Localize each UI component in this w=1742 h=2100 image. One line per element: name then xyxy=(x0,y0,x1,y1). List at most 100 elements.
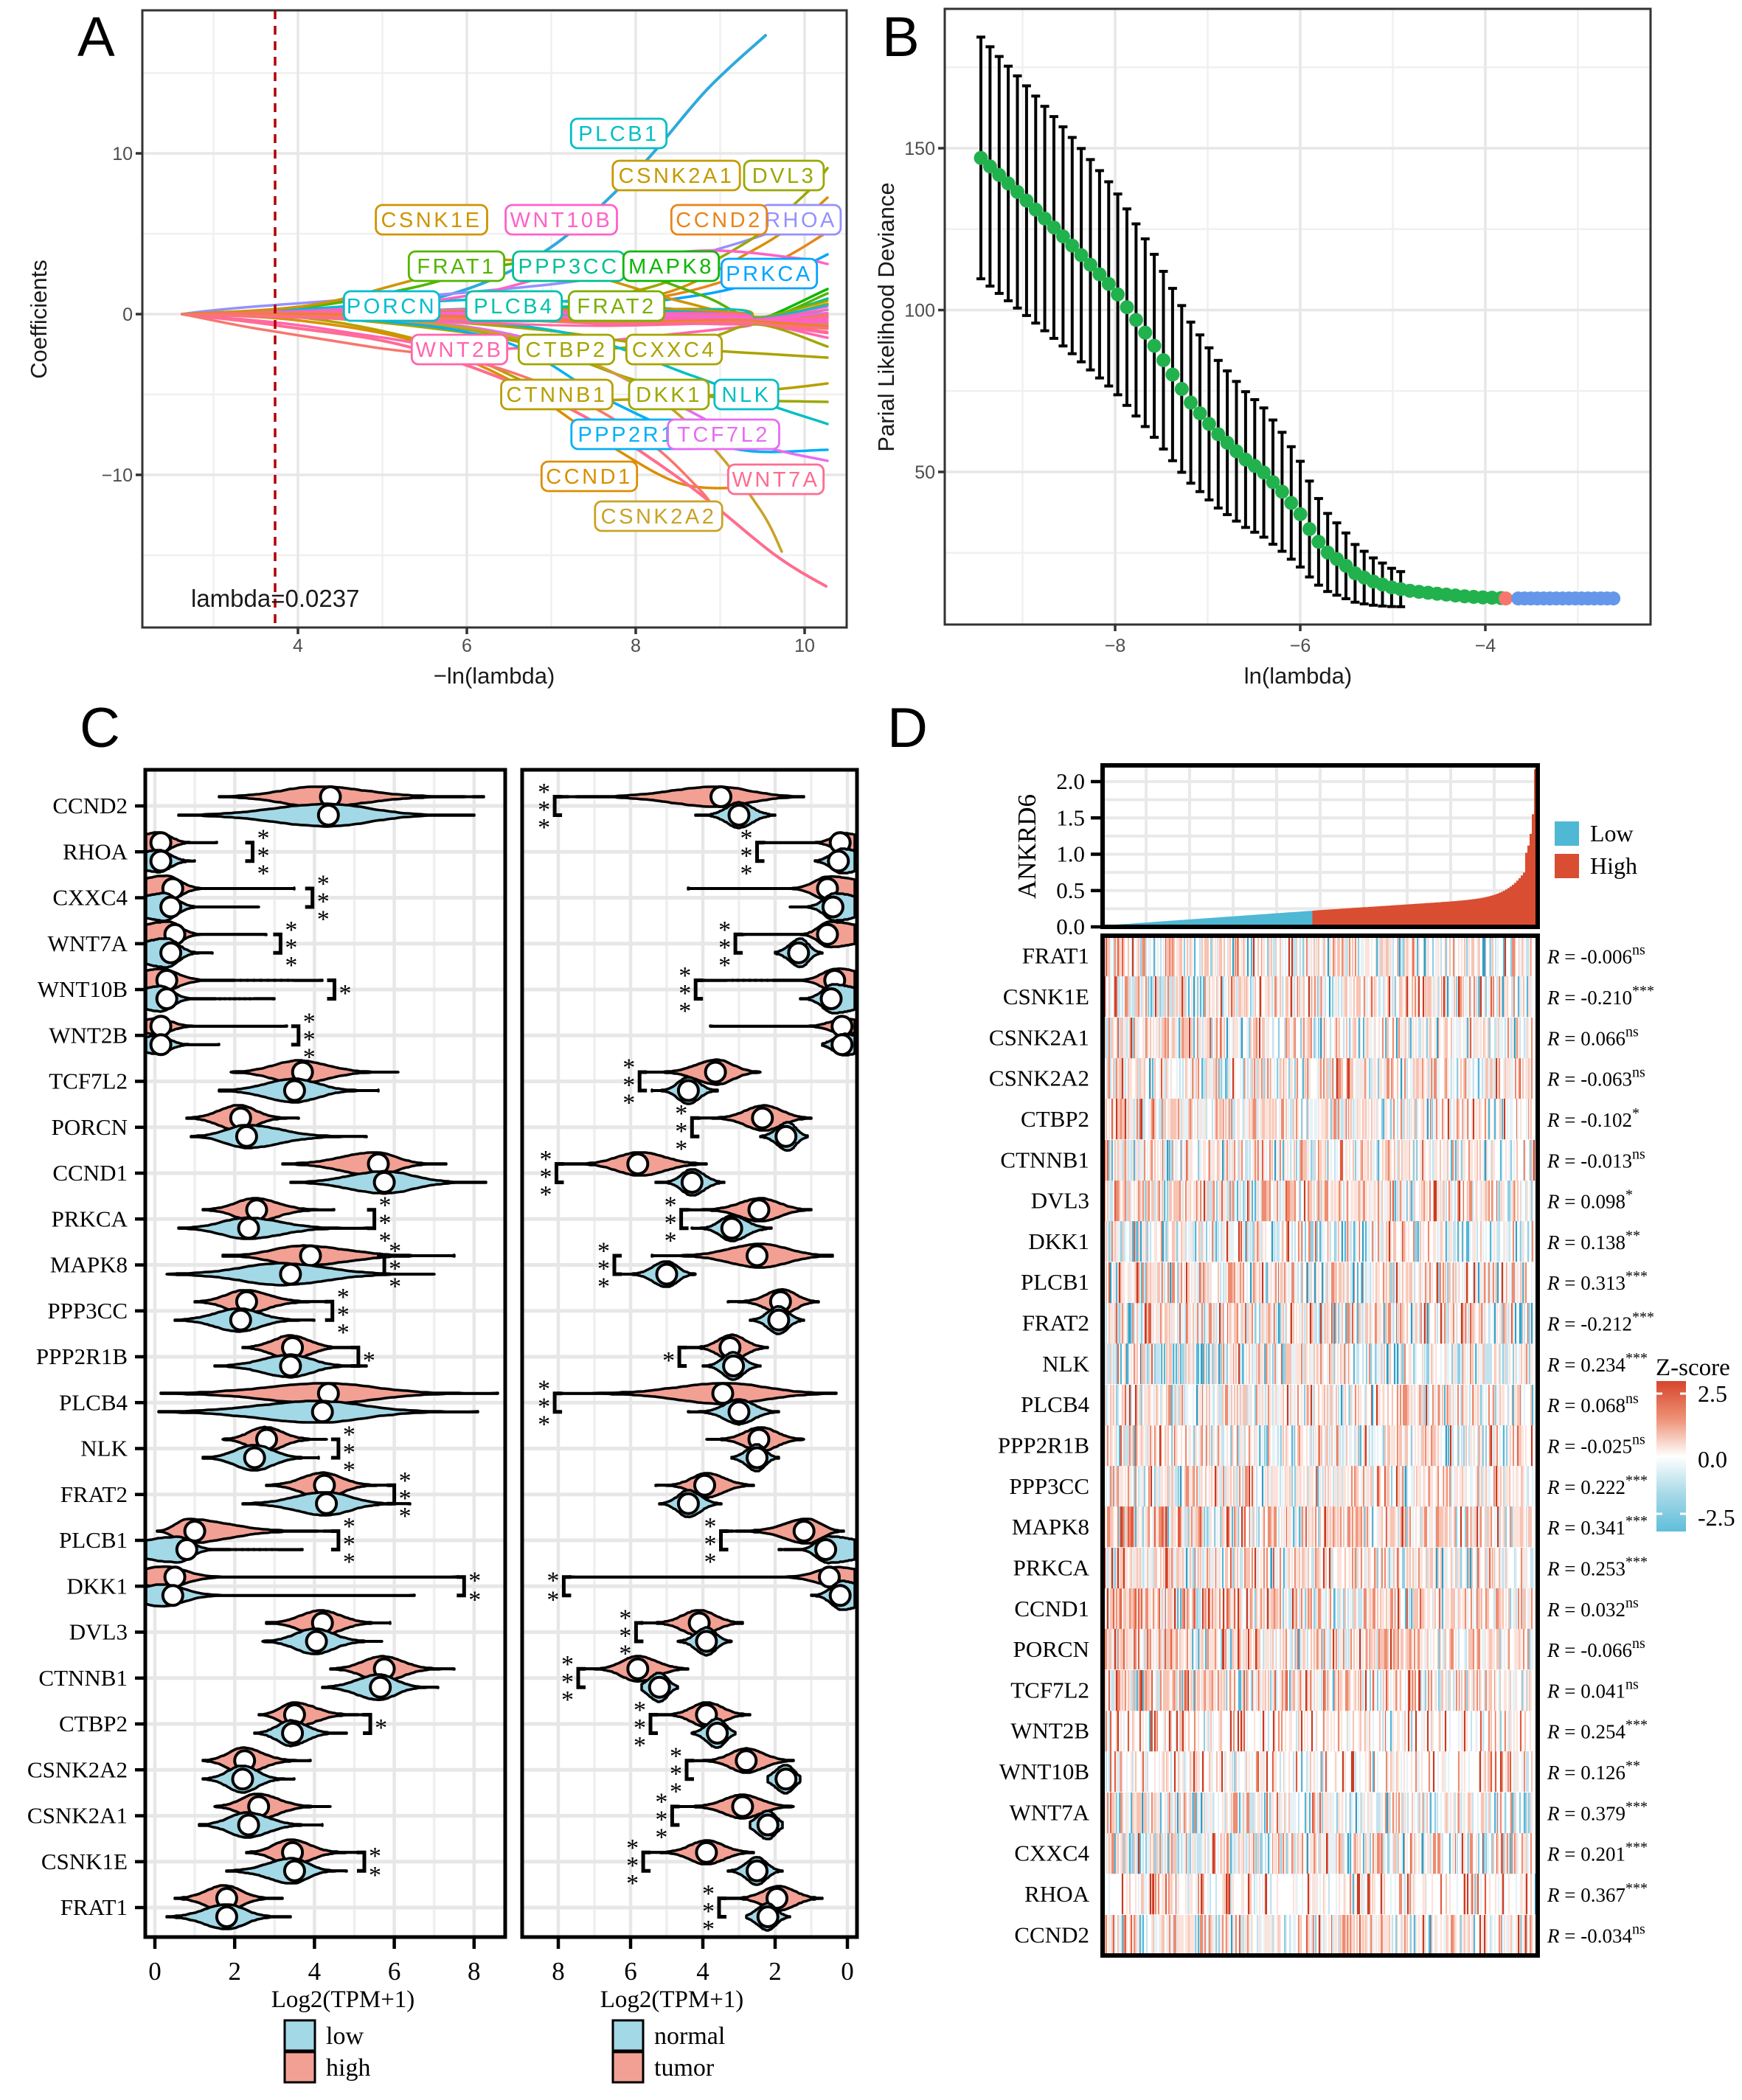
svg-text:*: * xyxy=(343,1439,355,1467)
svg-text:low: low xyxy=(326,2023,364,2050)
svg-text:8: 8 xyxy=(631,636,641,656)
svg-text:CSNK1E: CSNK1E xyxy=(1003,984,1089,1009)
svg-text:50: 50 xyxy=(915,462,935,483)
svg-text:*: * xyxy=(363,1347,375,1374)
svg-text:*: * xyxy=(622,1072,635,1099)
svg-text:*: * xyxy=(619,1605,631,1633)
svg-text:8: 8 xyxy=(468,1957,481,1986)
svg-text:MAPK8: MAPK8 xyxy=(50,1252,128,1278)
svg-text:PORCN: PORCN xyxy=(1013,1636,1089,1662)
svg-text:*: * xyxy=(675,1136,687,1163)
svg-text:CCND1: CCND1 xyxy=(546,465,632,489)
svg-text:*: * xyxy=(538,1375,550,1402)
svg-text:*: * xyxy=(375,1714,387,1742)
svg-text:FRAT2: FRAT2 xyxy=(1022,1310,1089,1336)
svg-text:DVL3: DVL3 xyxy=(1031,1188,1089,1214)
svg-text:TCF7L2: TCF7L2 xyxy=(677,423,770,447)
svg-text:6: 6 xyxy=(624,1957,637,1986)
svg-text:*: * xyxy=(538,814,550,841)
svg-text:CTNNB1: CTNNB1 xyxy=(1000,1147,1089,1172)
svg-text:High: High xyxy=(1590,852,1637,879)
svg-text:R = 0.032ns: R = 0.032ns xyxy=(1547,1595,1639,1621)
svg-text:*: * xyxy=(546,1567,559,1594)
svg-text:*: * xyxy=(626,1852,639,1880)
svg-text:0.5: 0.5 xyxy=(1056,877,1085,903)
svg-text:FRAT1: FRAT1 xyxy=(417,255,496,279)
svg-text:MAPK8: MAPK8 xyxy=(628,255,714,279)
svg-text:R = -0.025ns: R = -0.025ns xyxy=(1547,1432,1645,1458)
svg-text:PORCN: PORCN xyxy=(347,295,437,319)
svg-text:PLCB1: PLCB1 xyxy=(578,122,659,146)
svg-text:normal: normal xyxy=(654,2023,725,2050)
svg-text:PLCB4: PLCB4 xyxy=(59,1389,128,1415)
svg-text:150: 150 xyxy=(904,139,935,159)
svg-text:*: * xyxy=(704,1513,717,1540)
svg-text:WNT2B: WNT2B xyxy=(1010,1718,1089,1744)
svg-text:*: * xyxy=(285,917,297,944)
svg-text:ln(lambda): ln(lambda) xyxy=(1244,663,1352,689)
svg-text:*: * xyxy=(597,1273,610,1301)
svg-text:*: * xyxy=(337,1319,350,1346)
svg-text:WNT2B: WNT2B xyxy=(416,338,504,362)
svg-text:−ln(lambda): −ln(lambda) xyxy=(434,663,555,689)
svg-text:*: * xyxy=(538,796,550,824)
svg-text:*: * xyxy=(679,980,691,1007)
svg-text:RHOA: RHOA xyxy=(1024,1881,1089,1907)
svg-text:R = 0.201***: R = 0.201*** xyxy=(1547,1840,1648,1866)
svg-text:D: D xyxy=(887,697,928,759)
svg-text:R = 0.138**: R = 0.138** xyxy=(1547,1228,1640,1254)
svg-text:PLCB4: PLCB4 xyxy=(1021,1391,1090,1417)
svg-text:ANKRD6: ANKRD6 xyxy=(1013,794,1041,899)
svg-text:FRAT1: FRAT1 xyxy=(60,1894,128,1920)
svg-text:CSNK2A2: CSNK2A2 xyxy=(601,505,717,529)
svg-text:−6: −6 xyxy=(1290,636,1311,656)
svg-text:CCND2: CCND2 xyxy=(52,793,128,818)
svg-text:TCF7L2: TCF7L2 xyxy=(49,1068,128,1094)
svg-text:CTBP2: CTBP2 xyxy=(59,1711,128,1736)
svg-text:*: * xyxy=(702,1880,715,1908)
svg-text:*: * xyxy=(468,1586,481,1613)
svg-text:Z-score: Z-score xyxy=(1656,1355,1730,1381)
svg-text:*: * xyxy=(257,842,270,869)
svg-text:*: * xyxy=(343,1422,355,1449)
svg-text:FRAT2: FRAT2 xyxy=(577,295,656,319)
svg-text:*: * xyxy=(679,998,691,1025)
svg-text:*: * xyxy=(597,1238,610,1265)
svg-text:*: * xyxy=(718,952,731,979)
svg-text:*: * xyxy=(675,1100,687,1127)
svg-text:CCND1: CCND1 xyxy=(52,1160,128,1186)
svg-text:Low: Low xyxy=(1590,820,1634,846)
svg-text:−4: −4 xyxy=(1475,636,1496,656)
svg-text:tumor: tumor xyxy=(654,2054,715,2082)
svg-text:PRKCA: PRKCA xyxy=(52,1206,128,1231)
svg-text:PLCB1: PLCB1 xyxy=(1021,1269,1089,1295)
svg-text:*: * xyxy=(664,1192,677,1219)
svg-text:*: * xyxy=(468,1567,481,1594)
svg-text:CXXC4: CXXC4 xyxy=(52,885,128,911)
svg-text:*: * xyxy=(303,1026,316,1053)
svg-text:WNT10B: WNT10B xyxy=(999,1759,1089,1784)
svg-text:PPP3CC: PPP3CC xyxy=(518,255,619,279)
svg-text:*: * xyxy=(369,1843,381,1870)
svg-text:CSNK2A1: CSNK2A1 xyxy=(989,1024,1089,1050)
svg-text:CSNK2A2: CSNK2A2 xyxy=(27,1756,128,1782)
svg-text:lambda=0.0237: lambda=0.0237 xyxy=(191,585,359,612)
svg-text:*: * xyxy=(379,1192,392,1219)
svg-text:*: * xyxy=(303,1008,316,1035)
svg-text:PPP3CC: PPP3CC xyxy=(1009,1473,1089,1499)
svg-text:CSNK1E: CSNK1E xyxy=(381,209,482,232)
svg-text:*: * xyxy=(399,1485,412,1512)
svg-text:*: * xyxy=(343,1513,355,1540)
svg-text:*: * xyxy=(561,1669,574,1696)
svg-text:WNT7A: WNT7A xyxy=(48,931,128,956)
svg-text:*: * xyxy=(664,1227,677,1254)
svg-text:0.0: 0.0 xyxy=(1698,1446,1727,1473)
svg-text:CSNK2A2: CSNK2A2 xyxy=(989,1065,1089,1091)
svg-text:DVL3: DVL3 xyxy=(752,164,816,188)
svg-text:*: * xyxy=(317,906,330,933)
svg-text:4: 4 xyxy=(293,636,303,656)
svg-text:R = -0.063ns: R = -0.063ns xyxy=(1547,1065,1645,1091)
svg-text:R = 0.066ns: R = 0.066ns xyxy=(1547,1023,1639,1049)
svg-text:WNT2B: WNT2B xyxy=(49,1022,128,1048)
svg-text:PORCN: PORCN xyxy=(52,1114,128,1140)
